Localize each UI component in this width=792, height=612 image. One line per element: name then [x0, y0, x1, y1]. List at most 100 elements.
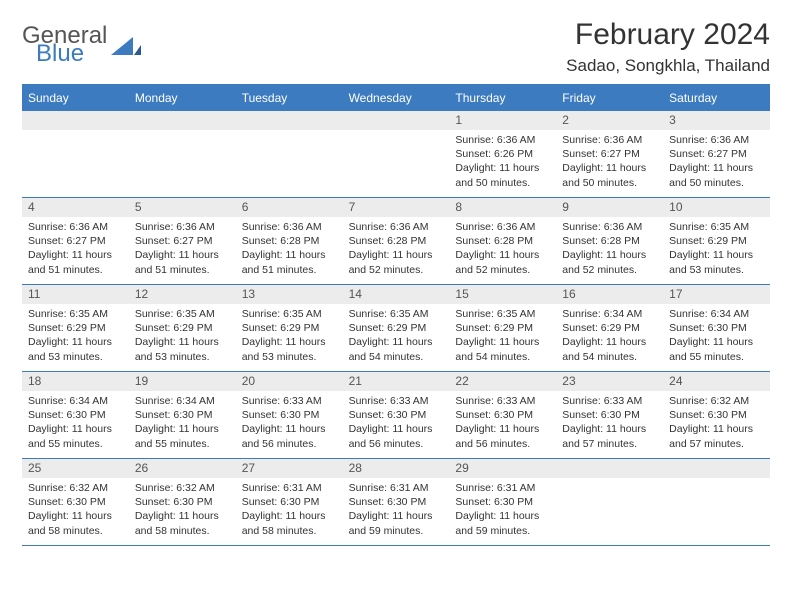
calendar-day-cell: 4Sunrise: 6:36 AMSunset: 6:27 PMDaylight…: [22, 198, 129, 284]
daylight-line: Daylight: 11 hours and 53 minutes.: [242, 335, 337, 363]
sunset-line: Sunset: 6:29 PM: [455, 321, 550, 335]
sail-icon: [111, 35, 141, 59]
calendar-day-cell: 12Sunrise: 6:35 AMSunset: 6:29 PMDayligh…: [129, 285, 236, 371]
day-number: 2: [556, 111, 663, 130]
sunset-line: Sunset: 6:29 PM: [669, 234, 764, 248]
daylight-line: Daylight: 11 hours and 50 minutes.: [562, 161, 657, 189]
empty-day-bar: [663, 459, 770, 478]
day-body: Sunrise: 6:33 AMSunset: 6:30 PMDaylight:…: [343, 391, 450, 455]
daylight-line: Daylight: 11 hours and 53 minutes.: [135, 335, 230, 363]
day-body: Sunrise: 6:35 AMSunset: 6:29 PMDaylight:…: [129, 304, 236, 368]
sunrise-line: Sunrise: 6:36 AM: [28, 220, 123, 234]
sunset-line: Sunset: 6:30 PM: [669, 321, 764, 335]
calendar-day-cell: 27Sunrise: 6:31 AMSunset: 6:30 PMDayligh…: [236, 459, 343, 545]
sunrise-line: Sunrise: 6:32 AM: [669, 394, 764, 408]
weekday-header: Thursday: [449, 86, 556, 111]
logo-text: General Blue: [22, 24, 107, 66]
weekday-header-row: SundayMondayTuesdayWednesdayThursdayFrid…: [22, 86, 770, 111]
day-number: 23: [556, 372, 663, 391]
day-body: Sunrise: 6:36 AMSunset: 6:28 PMDaylight:…: [556, 217, 663, 281]
daylight-line: Daylight: 11 hours and 55 minutes.: [135, 422, 230, 450]
day-number: 3: [663, 111, 770, 130]
day-number: 15: [449, 285, 556, 304]
daylight-line: Daylight: 11 hours and 52 minutes.: [349, 248, 444, 276]
calendar-day-cell: [556, 459, 663, 545]
day-number: 5: [129, 198, 236, 217]
calendar-day-cell: 29Sunrise: 6:31 AMSunset: 6:30 PMDayligh…: [449, 459, 556, 545]
day-number: 16: [556, 285, 663, 304]
day-body: Sunrise: 6:33 AMSunset: 6:30 PMDaylight:…: [236, 391, 343, 455]
calendar-week: 4Sunrise: 6:36 AMSunset: 6:27 PMDaylight…: [22, 198, 770, 285]
sunrise-line: Sunrise: 6:36 AM: [455, 133, 550, 147]
day-number: 13: [236, 285, 343, 304]
sunrise-line: Sunrise: 6:36 AM: [135, 220, 230, 234]
daylight-line: Daylight: 11 hours and 59 minutes.: [349, 509, 444, 537]
sunrise-line: Sunrise: 6:36 AM: [562, 220, 657, 234]
day-number: 27: [236, 459, 343, 478]
calendar-day-cell: [22, 111, 129, 197]
calendar-day-cell: [129, 111, 236, 197]
day-body: Sunrise: 6:35 AMSunset: 6:29 PMDaylight:…: [236, 304, 343, 368]
day-body: Sunrise: 6:36 AMSunset: 6:27 PMDaylight:…: [556, 130, 663, 194]
calendar-day-cell: 17Sunrise: 6:34 AMSunset: 6:30 PMDayligh…: [663, 285, 770, 371]
sunrise-line: Sunrise: 6:34 AM: [562, 307, 657, 321]
empty-day-bar: [343, 111, 450, 130]
day-body: Sunrise: 6:36 AMSunset: 6:27 PMDaylight:…: [22, 217, 129, 281]
calendar-week: 1Sunrise: 6:36 AMSunset: 6:26 PMDaylight…: [22, 111, 770, 198]
day-body: Sunrise: 6:34 AMSunset: 6:29 PMDaylight:…: [556, 304, 663, 368]
sunset-line: Sunset: 6:30 PM: [135, 408, 230, 422]
logo-word-blue: Blue: [36, 42, 107, 66]
weekday-header: Saturday: [663, 86, 770, 111]
day-number: 12: [129, 285, 236, 304]
daylight-line: Daylight: 11 hours and 58 minutes.: [242, 509, 337, 537]
day-number: 9: [556, 198, 663, 217]
empty-day-bar: [129, 111, 236, 130]
header: General Blue February 2024 Sadao, Songkh…: [22, 18, 770, 76]
daylight-line: Daylight: 11 hours and 55 minutes.: [669, 335, 764, 363]
day-body: Sunrise: 6:36 AMSunset: 6:26 PMDaylight:…: [449, 130, 556, 194]
sunset-line: Sunset: 6:29 PM: [242, 321, 337, 335]
day-body: Sunrise: 6:35 AMSunset: 6:29 PMDaylight:…: [663, 217, 770, 281]
sunrise-line: Sunrise: 6:33 AM: [349, 394, 444, 408]
sunset-line: Sunset: 6:28 PM: [242, 234, 337, 248]
sunset-line: Sunset: 6:28 PM: [562, 234, 657, 248]
sunrise-line: Sunrise: 6:34 AM: [135, 394, 230, 408]
daylight-line: Daylight: 11 hours and 51 minutes.: [242, 248, 337, 276]
day-body: Sunrise: 6:34 AMSunset: 6:30 PMDaylight:…: [129, 391, 236, 455]
sunset-line: Sunset: 6:30 PM: [28, 408, 123, 422]
daylight-line: Daylight: 11 hours and 56 minutes.: [242, 422, 337, 450]
sunrise-line: Sunrise: 6:35 AM: [669, 220, 764, 234]
sunrise-line: Sunrise: 6:35 AM: [455, 307, 550, 321]
calendar-day-cell: [236, 111, 343, 197]
sunrise-line: Sunrise: 6:33 AM: [455, 394, 550, 408]
day-body: Sunrise: 6:32 AMSunset: 6:30 PMDaylight:…: [129, 478, 236, 542]
sunset-line: Sunset: 6:30 PM: [349, 408, 444, 422]
day-body: Sunrise: 6:32 AMSunset: 6:30 PMDaylight:…: [663, 391, 770, 455]
daylight-line: Daylight: 11 hours and 54 minutes.: [349, 335, 444, 363]
sunrise-line: Sunrise: 6:34 AM: [28, 394, 123, 408]
day-body: Sunrise: 6:31 AMSunset: 6:30 PMDaylight:…: [449, 478, 556, 542]
day-number: 21: [343, 372, 450, 391]
calendar-day-cell: 13Sunrise: 6:35 AMSunset: 6:29 PMDayligh…: [236, 285, 343, 371]
sunset-line: Sunset: 6:29 PM: [349, 321, 444, 335]
day-number: 10: [663, 198, 770, 217]
calendar-day-cell: [663, 459, 770, 545]
empty-day-bar: [22, 111, 129, 130]
sunset-line: Sunset: 6:29 PM: [562, 321, 657, 335]
daylight-line: Daylight: 11 hours and 53 minutes.: [669, 248, 764, 276]
day-body: Sunrise: 6:36 AMSunset: 6:28 PMDaylight:…: [236, 217, 343, 281]
sunset-line: Sunset: 6:30 PM: [28, 495, 123, 509]
sunrise-line: Sunrise: 6:35 AM: [349, 307, 444, 321]
day-number: 29: [449, 459, 556, 478]
sunset-line: Sunset: 6:26 PM: [455, 147, 550, 161]
sunrise-line: Sunrise: 6:33 AM: [562, 394, 657, 408]
daylight-line: Daylight: 11 hours and 57 minutes.: [562, 422, 657, 450]
weekday-header: Monday: [129, 86, 236, 111]
sunrise-line: Sunrise: 6:33 AM: [242, 394, 337, 408]
sunrise-line: Sunrise: 6:36 AM: [349, 220, 444, 234]
day-number: 20: [236, 372, 343, 391]
sunset-line: Sunset: 6:30 PM: [135, 495, 230, 509]
daylight-line: Daylight: 11 hours and 51 minutes.: [135, 248, 230, 276]
calendar-weeks: 1Sunrise: 6:36 AMSunset: 6:26 PMDaylight…: [22, 111, 770, 546]
sunset-line: Sunset: 6:30 PM: [562, 408, 657, 422]
